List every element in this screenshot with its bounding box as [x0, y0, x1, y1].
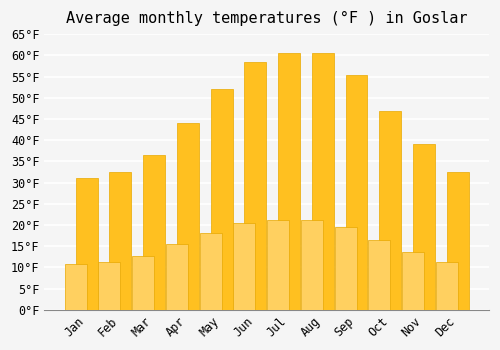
Bar [447, 172, 468, 310]
Bar [380, 111, 401, 310]
Title: Average monthly temperatures (°F ) in Goslar: Average monthly temperatures (°F ) in Go… [66, 11, 468, 26]
Bar [301, 220, 323, 310]
Bar [368, 240, 390, 310]
Bar [210, 89, 233, 310]
Bar [132, 256, 154, 310]
Bar [166, 244, 188, 310]
Bar [413, 145, 435, 310]
Bar [278, 53, 300, 310]
Bar [200, 233, 222, 310]
Bar [110, 172, 132, 310]
Bar [244, 62, 266, 310]
Bar [267, 220, 289, 310]
Bar [98, 261, 120, 310]
Bar [334, 228, 356, 310]
Bar [234, 223, 256, 310]
Bar [346, 75, 368, 310]
Bar [143, 155, 165, 310]
Bar [402, 252, 424, 310]
Bar [76, 178, 98, 310]
Bar [64, 264, 86, 310]
Bar [312, 53, 334, 310]
Bar [177, 123, 199, 310]
Bar [436, 261, 458, 310]
